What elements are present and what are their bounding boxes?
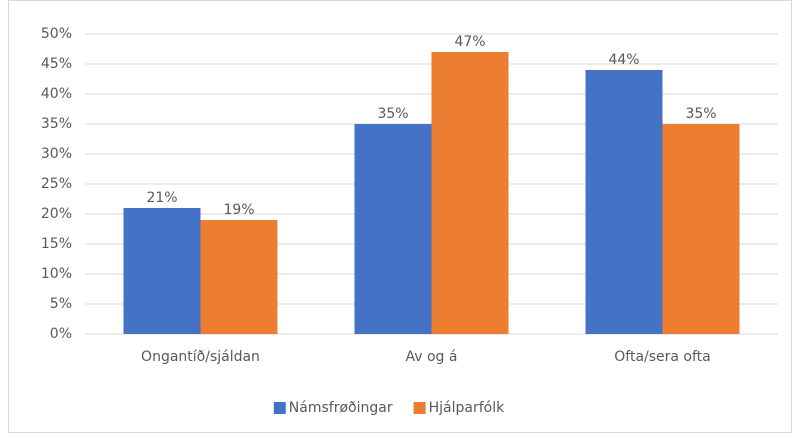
x-tick-label: Ofta/sera ofta bbox=[614, 349, 711, 365]
value-label: 35% bbox=[377, 106, 408, 122]
y-tick-label: 25% bbox=[41, 176, 72, 192]
x-tick-label: Ongantíð/sjáldan bbox=[141, 349, 260, 365]
value-label: 44% bbox=[608, 52, 639, 68]
bar bbox=[431, 52, 509, 334]
value-label: 19% bbox=[223, 202, 254, 218]
x-tick-label: Av og á bbox=[406, 349, 458, 365]
y-tick-label: 40% bbox=[41, 86, 72, 102]
legend-swatch bbox=[273, 402, 286, 414]
value-label: 35% bbox=[685, 106, 716, 122]
legend-swatch bbox=[413, 402, 426, 414]
y-tick-label: 45% bbox=[41, 56, 72, 72]
legend-label: Námsfrøðingar bbox=[289, 400, 393, 416]
y-tick-label: 10% bbox=[41, 266, 72, 282]
y-tick-label: 5% bbox=[50, 296, 72, 312]
y-tick-label: 50% bbox=[41, 26, 72, 42]
value-label: 21% bbox=[146, 190, 177, 206]
y-tick-label: 0% bbox=[50, 326, 72, 342]
bar bbox=[585, 70, 663, 334]
y-tick-label: 35% bbox=[41, 116, 72, 132]
legend-label: Hjálparfólk bbox=[429, 400, 505, 416]
y-tick-label: 30% bbox=[41, 146, 72, 162]
y-tick-label: 15% bbox=[41, 236, 72, 252]
bar bbox=[200, 220, 278, 334]
bar bbox=[662, 124, 740, 334]
bar bbox=[354, 124, 432, 334]
value-label: 47% bbox=[454, 34, 485, 50]
bar bbox=[123, 208, 201, 334]
y-tick-label: 20% bbox=[41, 206, 72, 222]
